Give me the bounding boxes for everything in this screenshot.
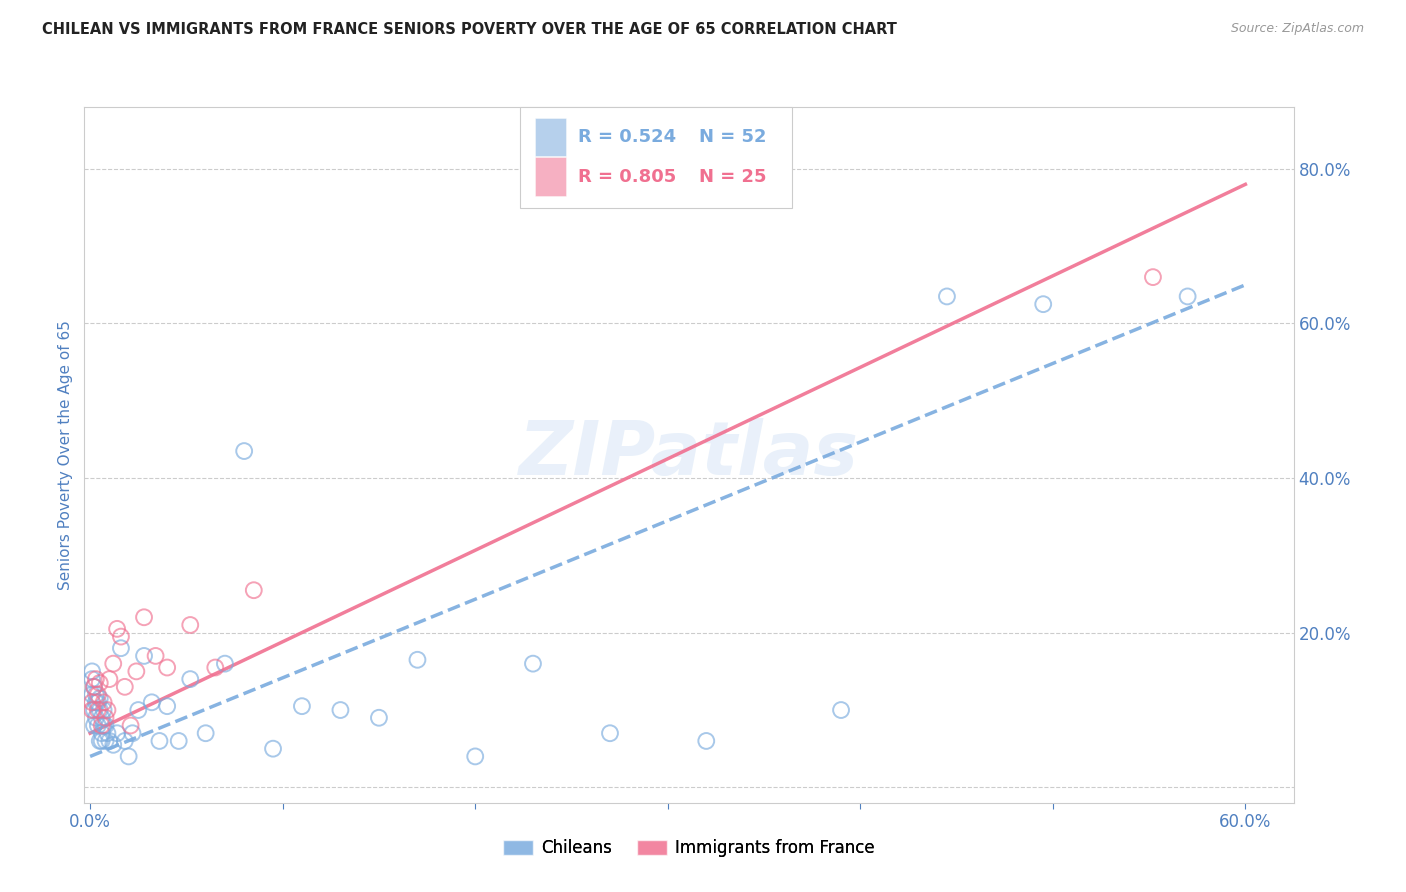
Point (89, 703, 111, 717)
FancyBboxPatch shape (520, 107, 792, 208)
Point (84, 695, 107, 709)
Point (406, 653, 429, 667)
Point (132, 648, 155, 663)
Point (156, 660, 179, 674)
Point (120, 718, 142, 732)
Text: ZIPatlas: ZIPatlas (519, 418, 859, 491)
Point (695, 734, 717, 748)
Point (114, 680, 136, 694)
Point (80, 672, 103, 686)
FancyBboxPatch shape (536, 118, 565, 156)
Point (87, 695, 110, 709)
Point (87, 688, 110, 702)
Point (96, 703, 118, 717)
Point (93, 718, 115, 732)
Point (110, 630, 132, 644)
Legend: Chileans, Immigrants from France: Chileans, Immigrants from France (496, 833, 882, 864)
Text: Source: ZipAtlas.com: Source: ZipAtlas.com (1230, 22, 1364, 36)
Point (103, 657, 125, 671)
Point (83, 680, 105, 694)
Point (80, 703, 103, 717)
Point (89, 676, 111, 690)
Point (262, 741, 284, 756)
Point (83, 718, 105, 732)
Point (1142, 270, 1164, 285)
Point (105, 622, 128, 636)
Text: CHILEAN VS IMMIGRANTS FROM FRANCE SENIORS POVERTY OVER THE AGE OF 65 CORRELATION: CHILEAN VS IMMIGRANTS FROM FRANCE SENIOR… (42, 22, 897, 37)
Point (87, 718, 110, 732)
Point (93, 695, 115, 709)
Point (80, 688, 103, 702)
Point (83, 703, 105, 717)
Point (105, 726, 128, 740)
Point (141, 695, 163, 709)
Point (1032, 297, 1054, 311)
Point (94, 734, 117, 748)
Point (80, 665, 103, 679)
Point (94, 711, 117, 725)
Point (93, 703, 115, 717)
Point (117, 749, 139, 764)
Point (179, 618, 201, 632)
FancyBboxPatch shape (536, 158, 565, 195)
Point (89, 734, 111, 748)
Point (114, 734, 136, 748)
Point (132, 610, 155, 624)
Text: R = 0.524: R = 0.524 (578, 128, 676, 146)
Point (194, 726, 217, 740)
Y-axis label: Seniors Poverty Over the Age of 65: Seniors Poverty Over the Age of 65 (58, 320, 73, 590)
Point (84, 711, 107, 725)
Text: R = 0.805: R = 0.805 (578, 168, 676, 186)
Point (98, 672, 121, 686)
Point (599, 726, 621, 740)
Point (464, 749, 486, 764)
Point (90, 734, 112, 748)
Point (291, 699, 314, 714)
Point (90, 718, 112, 732)
Point (89, 691, 111, 706)
Point (145, 648, 167, 663)
Point (103, 738, 125, 752)
Text: N = 52: N = 52 (699, 128, 766, 146)
Point (156, 699, 179, 714)
Point (148, 734, 170, 748)
Point (90, 711, 112, 725)
Point (214, 657, 236, 671)
Point (127, 703, 149, 717)
Point (87, 703, 110, 717)
Point (167, 734, 190, 748)
Point (125, 665, 148, 679)
Point (1177, 289, 1199, 303)
Point (80, 695, 103, 709)
Point (830, 703, 852, 717)
Point (368, 711, 391, 725)
Point (522, 657, 544, 671)
Point (233, 444, 256, 458)
Point (83, 680, 105, 694)
Point (110, 641, 132, 656)
Point (84, 688, 107, 702)
Point (204, 660, 226, 674)
Point (84, 672, 107, 686)
Point (121, 726, 143, 740)
Text: N = 25: N = 25 (699, 168, 766, 186)
Point (94, 718, 117, 732)
Point (90, 726, 112, 740)
Point (329, 703, 352, 717)
Point (936, 289, 959, 303)
Point (179, 672, 201, 686)
Point (98, 734, 121, 748)
Point (96, 726, 118, 740)
Point (243, 583, 266, 598)
